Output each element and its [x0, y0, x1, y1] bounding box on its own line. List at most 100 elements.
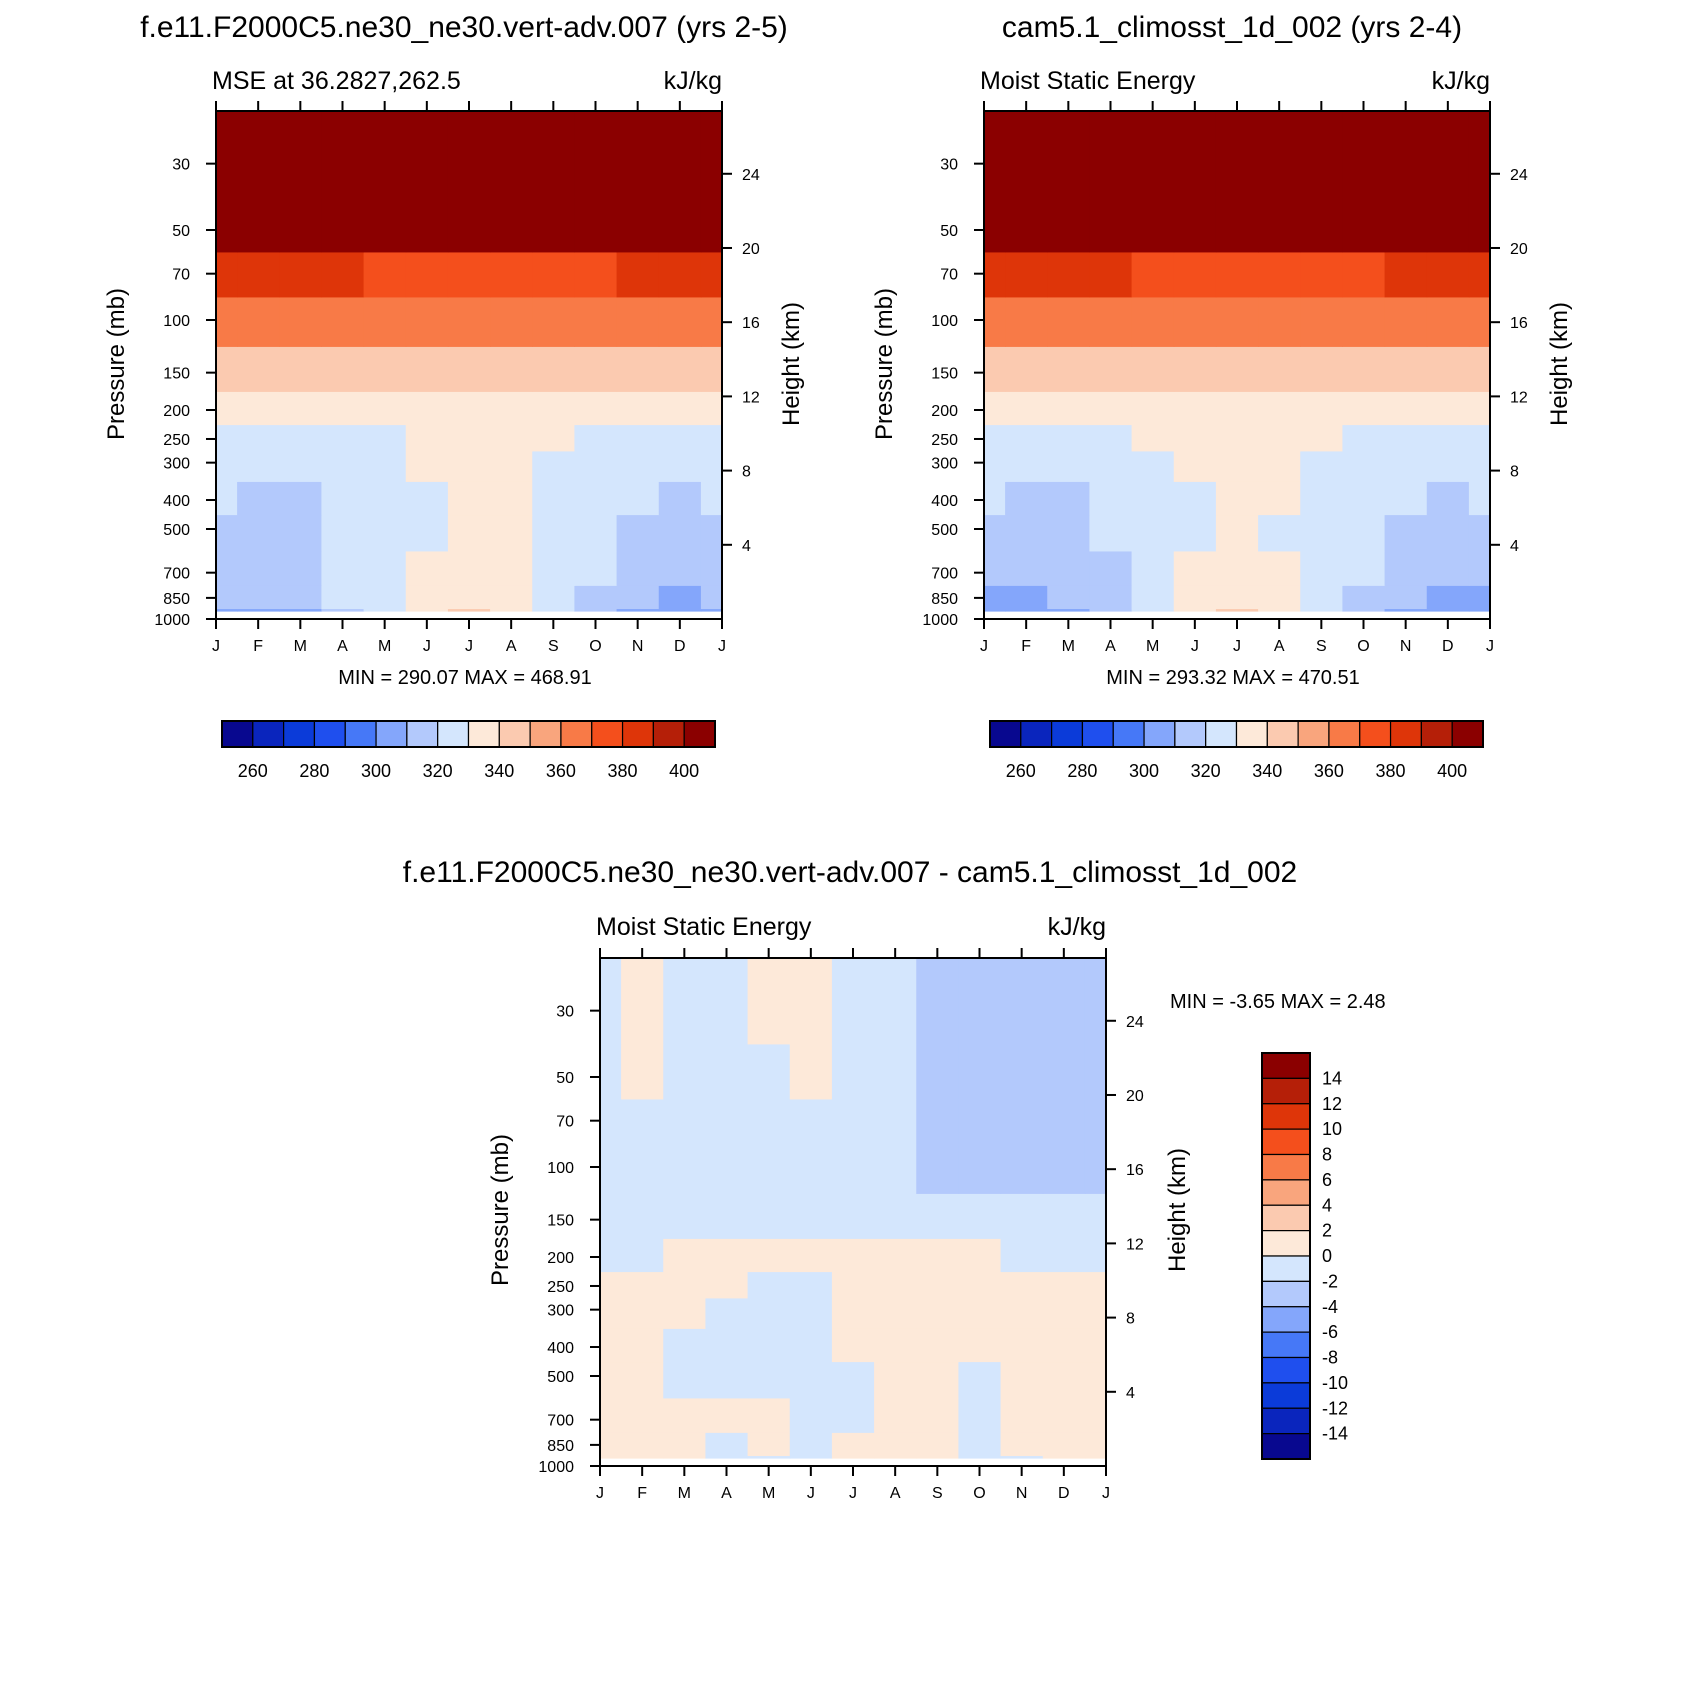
colorbar-label: 360 — [546, 761, 576, 781]
heatmap-cell — [1468, 196, 1491, 253]
x-tick-label: A — [337, 638, 348, 655]
heatmap-cell — [1047, 450, 1091, 482]
heatmap-cell — [874, 1397, 917, 1433]
heatmap-cell — [1000, 1143, 1044, 1194]
heatmap-cell — [984, 550, 1006, 586]
panel-1-plot: J F M A M J J A S O N D J 30 50 70 100 150 200 250 300 400 500… — [154, 101, 760, 655]
colorbar-swatch — [652, 720, 685, 748]
y-tick-label: 1000 — [922, 612, 958, 629]
heatmap-cell — [490, 608, 533, 612]
heatmap-cell — [1258, 196, 1301, 253]
colorbar-label: 360 — [1314, 761, 1344, 781]
heatmap-cell — [1042, 1143, 1086, 1194]
heatmap-cell — [216, 608, 238, 612]
heatmap-cell — [1468, 346, 1491, 392]
heatmap-cell — [1131, 608, 1175, 612]
heatmap-cell — [958, 1238, 1002, 1273]
heatmap-cell — [1084, 1193, 1107, 1239]
heatmap-cell — [363, 585, 407, 610]
heatmap-cell — [405, 296, 449, 347]
y-tick-label: 200 — [547, 1250, 574, 1267]
heatmap-cell — [363, 608, 407, 612]
heatmap-cell — [1042, 958, 1086, 1045]
heatmap-cell — [700, 346, 723, 392]
heatmap-cell — [984, 111, 1006, 198]
heatmap-cell — [363, 391, 407, 426]
heatmap-cell — [747, 1193, 791, 1239]
y-tick-label: 150 — [547, 1213, 574, 1230]
y-tick-label: 100 — [931, 313, 958, 330]
heatmap-cell — [1342, 481, 1386, 516]
heatmap-cell — [1468, 391, 1491, 426]
heatmap-cell — [279, 514, 323, 552]
colorbar-label: -6 — [1322, 1322, 1338, 1342]
heatmap-cell — [405, 111, 449, 198]
heatmap-cell — [1300, 251, 1344, 298]
heatmap-cell — [1342, 251, 1386, 298]
heatmap-cell — [958, 1432, 1002, 1457]
panel-2-title: cam5.1_climosst_1d_002 (yrs 2-4) — [1002, 11, 1462, 44]
heatmap-cell — [789, 1361, 833, 1399]
heatmap-cell — [705, 1328, 749, 1363]
heatmap-cell — [600, 1361, 622, 1399]
y-tick-label: 400 — [547, 1340, 574, 1357]
heatmap-cell — [984, 514, 1006, 552]
heatmap-cell — [984, 424, 1006, 452]
x-tick-label: J — [1233, 638, 1241, 655]
y-tick-label: 500 — [163, 522, 190, 539]
y-tick-label: 400 — [931, 493, 958, 510]
colorbar-swatch — [1420, 720, 1453, 748]
x-tick-label: F — [637, 1485, 647, 1502]
heatmap-cell — [1005, 346, 1048, 392]
heatmap-cell — [958, 1361, 1002, 1399]
heatmap-cell — [984, 296, 1006, 347]
heatmap-cell — [1005, 251, 1048, 298]
colorbar-label: -10 — [1322, 1373, 1348, 1393]
heatmap-cell — [490, 196, 533, 253]
heatmap-cell — [363, 424, 407, 452]
colorbar-swatch — [1261, 1306, 1311, 1333]
heatmap-cell — [616, 391, 660, 426]
heatmap-cell — [1000, 1328, 1044, 1363]
heatmap-cell — [1300, 296, 1344, 347]
heatmap-cell — [1426, 424, 1470, 452]
heatmap-cell — [279, 391, 323, 426]
colorbar-label: -14 — [1322, 1424, 1348, 1444]
heatmap-cell — [1005, 391, 1048, 426]
panel-3-ylabel-left: Pressure (mb) — [487, 1134, 514, 1286]
y-tick-label: 850 — [163, 591, 190, 608]
panel-2-left-label: Moist Static Energy — [980, 67, 1196, 95]
heatmap-cell — [700, 450, 723, 482]
heatmap-cell — [490, 514, 533, 552]
colorbar-label: 10 — [1322, 1119, 1342, 1139]
heatmap-cell — [958, 1143, 1002, 1194]
heatmap-cell — [321, 514, 365, 552]
heatmap-cell — [405, 514, 449, 552]
colorbar-swatch — [1261, 1407, 1311, 1435]
heatmap-cell — [447, 450, 491, 482]
heatmap-cell — [1215, 608, 1259, 612]
heatmap-cell — [831, 1455, 875, 1459]
heatmap-cell — [1173, 450, 1217, 482]
heatmap-cell — [789, 1238, 833, 1273]
heatmap-cell — [1342, 346, 1386, 392]
x-tick-label: S — [548, 638, 559, 655]
heatmap-cell — [321, 296, 365, 347]
colorbar-swatch — [683, 720, 716, 748]
heatmap-cell — [621, 1297, 664, 1329]
heatmap-cell — [600, 1098, 622, 1145]
heatmap-cell — [1000, 1238, 1044, 1273]
heatmap-cell — [574, 251, 618, 298]
heatmap-cell — [1426, 585, 1470, 610]
heatmap-cell — [1426, 450, 1470, 482]
heatmap-cell — [216, 550, 238, 586]
heatmap-cell — [1131, 450, 1175, 482]
heatmap-cell — [984, 196, 1006, 253]
x-tick-label: M — [378, 638, 391, 655]
heatmap-cell — [1258, 608, 1301, 612]
heatmap-cell — [216, 585, 238, 610]
height-tick-label: 16 — [742, 315, 760, 332]
height-tick-label: 24 — [1126, 1014, 1144, 1031]
heatmap-cell — [831, 1143, 875, 1194]
heatmap-cell — [621, 1361, 664, 1399]
